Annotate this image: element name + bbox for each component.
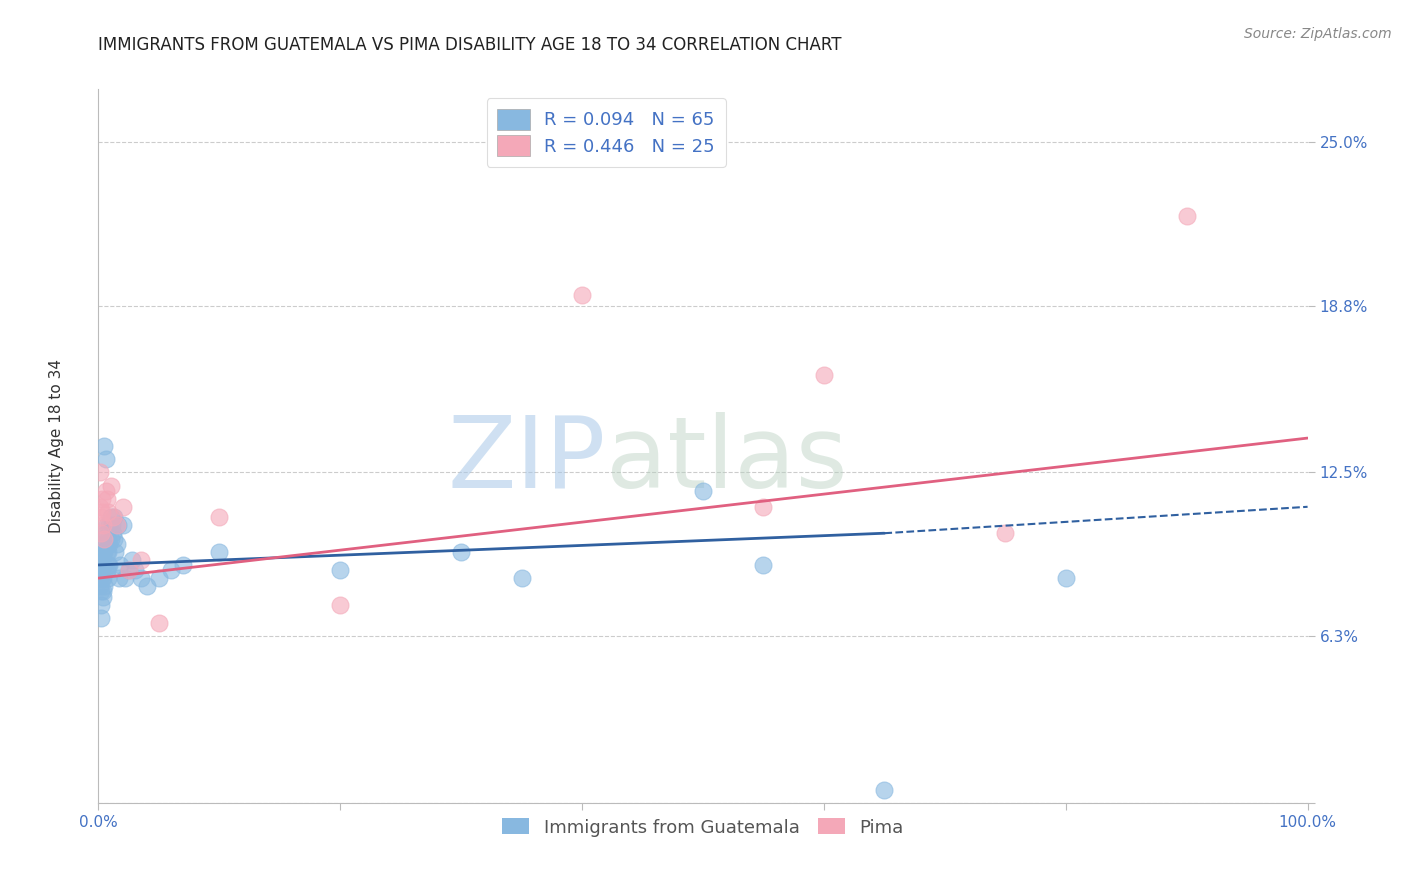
Point — [101, 526, 124, 541]
Point — [450, 545, 472, 559]
Point — [692, 483, 714, 498]
Point — [121, 552, 143, 566]
Point — [97, 505, 120, 519]
Point — [118, 563, 141, 577]
Point — [90, 510, 112, 524]
Point — [129, 552, 152, 566]
Point — [89, 552, 111, 566]
Point — [90, 526, 112, 541]
Point — [93, 558, 115, 572]
Point — [994, 526, 1017, 541]
Point — [94, 537, 117, 551]
Point — [90, 598, 112, 612]
Point — [98, 518, 121, 533]
Point — [89, 563, 111, 577]
Point — [94, 483, 117, 498]
Point — [96, 563, 118, 577]
Point — [91, 491, 114, 506]
Point — [148, 571, 170, 585]
Point — [108, 571, 131, 585]
Point — [93, 579, 115, 593]
Point — [89, 571, 111, 585]
Point — [873, 782, 896, 797]
Point — [124, 563, 146, 577]
Point — [90, 545, 112, 559]
Point — [90, 552, 112, 566]
Point — [752, 558, 775, 572]
Text: Disability Age 18 to 34: Disability Age 18 to 34 — [49, 359, 63, 533]
Point — [91, 505, 114, 519]
Point — [90, 584, 112, 599]
Point — [93, 439, 115, 453]
Text: IMMIGRANTS FROM GUATEMALA VS PIMA DISABILITY AGE 18 TO 34 CORRELATION CHART: IMMIGRANTS FROM GUATEMALA VS PIMA DISABI… — [98, 36, 842, 54]
Point — [91, 532, 114, 546]
Point — [1175, 209, 1198, 223]
Point — [90, 563, 112, 577]
Point — [91, 571, 114, 585]
Point — [96, 545, 118, 559]
Point — [160, 563, 183, 577]
Point — [93, 545, 115, 559]
Point — [813, 368, 835, 382]
Point — [96, 491, 118, 506]
Point — [97, 571, 120, 585]
Point — [105, 518, 128, 533]
Point — [91, 558, 114, 572]
Point — [91, 584, 114, 599]
Point — [118, 563, 141, 577]
Point — [97, 545, 120, 559]
Point — [91, 590, 114, 604]
Text: ZIP: ZIP — [449, 412, 606, 508]
Point — [94, 526, 117, 541]
Point — [91, 545, 114, 559]
Point — [103, 532, 125, 546]
Point — [98, 537, 121, 551]
Text: Source: ZipAtlas.com: Source: ZipAtlas.com — [1244, 27, 1392, 41]
Point — [89, 466, 111, 480]
Point — [114, 571, 136, 585]
Point — [107, 518, 129, 533]
Point — [172, 558, 194, 572]
Point — [100, 532, 122, 546]
Point — [101, 510, 124, 524]
Point — [97, 532, 120, 546]
Point — [111, 518, 134, 533]
Point — [89, 579, 111, 593]
Point — [91, 545, 114, 559]
Point — [100, 518, 122, 533]
Point — [329, 598, 352, 612]
Point — [97, 558, 120, 572]
Point — [108, 558, 131, 572]
Point — [91, 518, 114, 533]
Point — [94, 452, 117, 467]
Point — [510, 571, 533, 585]
Point — [148, 616, 170, 631]
Point — [208, 510, 231, 524]
Point — [90, 611, 112, 625]
Point — [571, 288, 593, 302]
Point — [111, 500, 134, 514]
Point — [752, 500, 775, 514]
Point — [89, 558, 111, 572]
Point — [105, 537, 128, 551]
Point — [96, 518, 118, 533]
Text: atlas: atlas — [606, 412, 848, 508]
Point — [93, 532, 115, 546]
Point — [329, 563, 352, 577]
Point — [129, 571, 152, 585]
Point — [98, 558, 121, 572]
Point — [135, 579, 157, 593]
Point — [100, 510, 122, 524]
Point — [100, 478, 122, 492]
Point — [1054, 571, 1077, 585]
Point — [208, 545, 231, 559]
Point — [89, 500, 111, 514]
Legend: Immigrants from Guatemala, Pima: Immigrants from Guatemala, Pima — [495, 811, 911, 844]
Point — [91, 571, 114, 585]
Point — [104, 545, 127, 559]
Point — [103, 510, 125, 524]
